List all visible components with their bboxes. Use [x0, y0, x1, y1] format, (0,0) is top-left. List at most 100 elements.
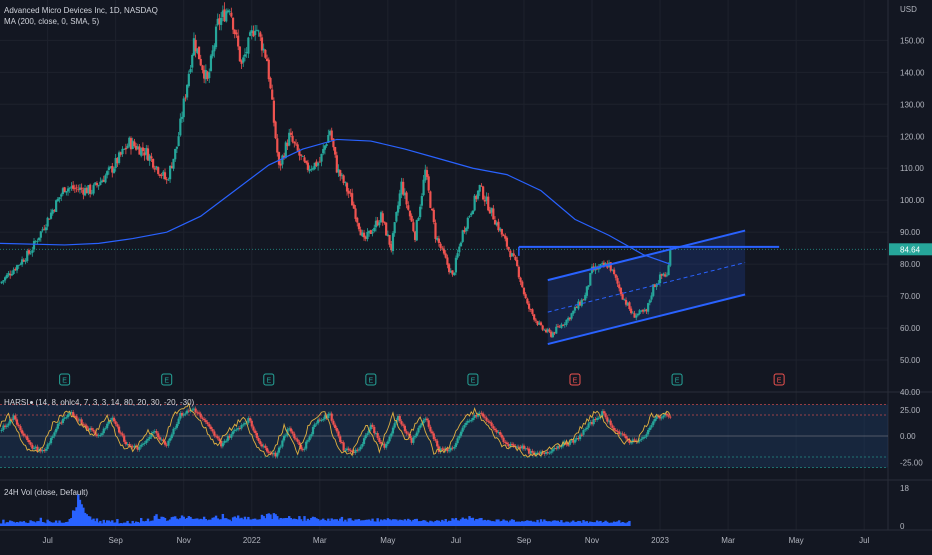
volume-bar [621, 521, 624, 526]
candle-body [170, 166, 173, 169]
candle-body [180, 116, 184, 119]
candle-body [400, 181, 403, 195]
volume-bar [461, 517, 464, 526]
candle-body [630, 308, 633, 314]
volume-bar [83, 512, 87, 526]
volume-bar [395, 519, 398, 526]
candle-body [402, 181, 405, 195]
candle-body [550, 331, 553, 337]
earnings-marker-icon[interactable]: E [773, 373, 785, 386]
harsi-candle [379, 441, 383, 444]
harsi-candle [26, 436, 29, 441]
candle-body [396, 205, 400, 213]
candle-body [134, 145, 138, 150]
volume-bar [107, 520, 111, 526]
harsi-candle [561, 442, 565, 447]
volume-bar [522, 521, 526, 526]
harsi-candle [500, 434, 503, 438]
harsi-candle [123, 435, 126, 442]
candle-body [211, 50, 214, 57]
volume-indicator [0, 494, 631, 526]
candle-body [499, 228, 502, 231]
candle-body [419, 206, 422, 218]
candle-body [83, 188, 87, 196]
earnings-marker-icon[interactable]: E [161, 373, 173, 386]
earnings-marker-icon[interactable]: E [263, 373, 275, 386]
volume-bar [308, 520, 311, 526]
volume-bar [378, 521, 381, 526]
candle-body [548, 329, 551, 332]
candle-body [301, 156, 304, 157]
earnings-marker-label: E [573, 378, 578, 385]
volume-bar [614, 521, 618, 526]
harsi-candle [117, 426, 121, 433]
earnings-marker-icon[interactable]: E [59, 373, 71, 386]
harsi-candle [165, 444, 168, 446]
earnings-marker-icon[interactable]: E [365, 373, 377, 386]
harsi-candle [334, 424, 337, 429]
symbol-title[interactable]: Advanced Micro Devices Inc, 1D, NASDAQ [4, 6, 158, 15]
harsi-candle [403, 425, 406, 432]
earnings-marker-icon[interactable]: E [671, 373, 683, 386]
volume-bar [311, 516, 315, 526]
candle-body [306, 162, 310, 170]
volume-bar [583, 521, 587, 526]
volume-bar [556, 520, 560, 526]
volume-bar [32, 521, 36, 526]
harsi-candle [337, 431, 340, 437]
volume-bar [410, 521, 413, 526]
volume-bar [105, 520, 109, 526]
harsi-candle [61, 418, 65, 423]
volume-bar [332, 519, 335, 526]
earnings-marker-icon[interactable]: E [467, 373, 479, 386]
volume-bar [418, 521, 422, 526]
harsi-candle [614, 430, 617, 432]
volume-bar [366, 519, 369, 526]
harsi-candle [153, 430, 156, 433]
price-tick-label: 140.00 [900, 68, 925, 77]
harsi-candle [211, 429, 214, 432]
candle-body [15, 265, 19, 271]
harsi-candle [2, 425, 5, 431]
harsi-candle [594, 418, 597, 420]
harsi-candle [555, 447, 558, 449]
time-tick-label: Sep [109, 536, 124, 545]
harsi-candle [77, 419, 80, 421]
volume-bar [386, 518, 390, 526]
volume-bar [439, 521, 442, 526]
harsi-candle [298, 441, 301, 446]
candle-body [169, 165, 172, 180]
ma-200-line [0, 138, 671, 265]
harsi-candle [385, 443, 388, 448]
harsi-candle [451, 447, 454, 449]
harsi-candle [104, 428, 107, 430]
volume-bar [379, 519, 383, 526]
volume-legend[interactable]: 24H Vol (close, Default) [4, 487, 88, 498]
volume-bar [381, 520, 384, 526]
harsi-candle [606, 417, 609, 422]
volume-tick-label: 18 [900, 484, 909, 493]
volume-bar [589, 521, 592, 526]
candle-body [650, 295, 653, 300]
harsi-candle [248, 418, 252, 421]
harsi-legend[interactable]: HARSI (14, 8, ohlc4, 7, 3, 3, 14, 80, 20,… [4, 397, 194, 408]
harsi-candle [306, 440, 310, 442]
candle-body [293, 141, 296, 144]
harsi-candle [29, 442, 32, 445]
candle-body [504, 235, 507, 239]
ma-legend[interactable]: MA (200, close, 0, SMA, 5) [4, 17, 100, 26]
harsi-candle [613, 427, 616, 431]
volume-bar [143, 521, 146, 526]
volume-bar [544, 520, 548, 526]
candle-body [73, 188, 76, 190]
candle-body [342, 175, 345, 184]
harsi-candle [288, 428, 291, 430]
candle-body [267, 59, 270, 80]
volume-bar [570, 521, 573, 526]
volume-bar [401, 520, 405, 526]
candle-body [192, 38, 196, 56]
earnings-marker-icon[interactable]: E [569, 373, 581, 386]
harsi-candle [362, 438, 366, 444]
